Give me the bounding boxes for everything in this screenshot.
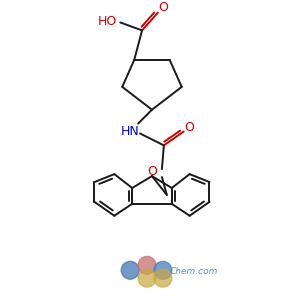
- Circle shape: [154, 261, 172, 279]
- Circle shape: [138, 269, 156, 287]
- Circle shape: [138, 256, 156, 274]
- Text: HN: HN: [121, 125, 140, 138]
- Text: Chem.com: Chem.com: [170, 267, 218, 276]
- Text: O: O: [158, 1, 168, 14]
- Circle shape: [154, 269, 172, 287]
- Text: O: O: [185, 121, 195, 134]
- Circle shape: [121, 261, 139, 279]
- Text: O: O: [147, 165, 157, 178]
- Text: HO: HO: [98, 15, 117, 28]
